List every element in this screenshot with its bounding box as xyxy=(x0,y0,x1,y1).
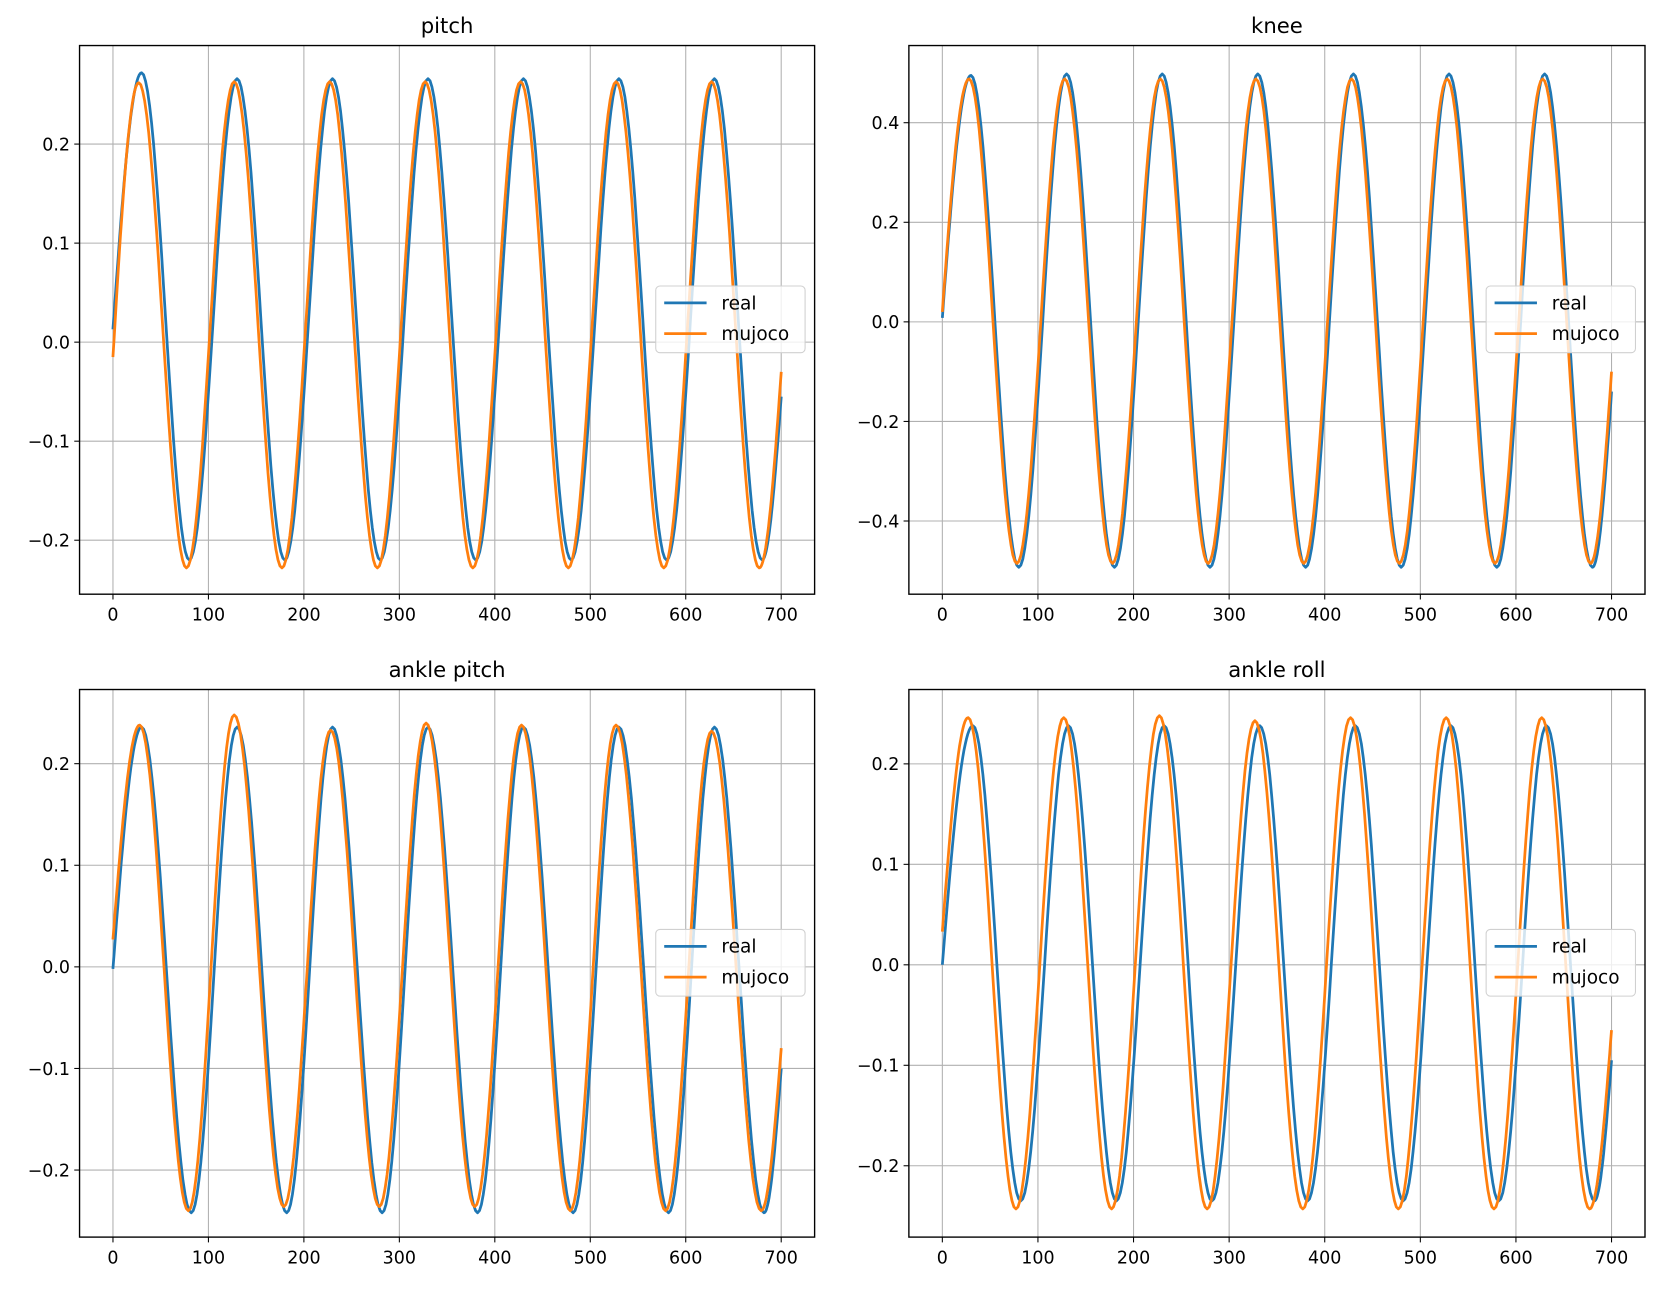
y-tick-label: −0.2 xyxy=(28,1161,70,1181)
x-tick-label: 400 xyxy=(478,606,511,626)
axes-frame xyxy=(908,44,1646,595)
legend: real mujoco xyxy=(1485,928,1636,997)
legend: real mujoco xyxy=(655,285,806,354)
x-tick-label: 600 xyxy=(1499,1249,1532,1269)
y-tick-label: 0.0 xyxy=(42,958,70,978)
y-tick-label: −0.1 xyxy=(857,1057,899,1077)
x-tick-label: 0 xyxy=(937,606,948,626)
legend: real mujoco xyxy=(1485,285,1636,354)
subplot-knee: 0 100 200 300 400 500 600 700 −0.4 −0.2 0.0 0.2 0.4 k… xyxy=(857,13,1646,626)
legend-label-mujoco: mujoco xyxy=(721,324,789,345)
y-tick-label: 0.1 xyxy=(42,234,70,254)
x-tick-label: 600 xyxy=(1499,606,1532,626)
y-tick-label: 0.2 xyxy=(872,214,900,234)
x-tick-label: 100 xyxy=(1021,1249,1054,1269)
subplot-title: ankle pitch xyxy=(389,657,506,682)
axes-frame xyxy=(78,44,816,595)
x-tick-label: 500 xyxy=(1404,1249,1437,1269)
x-tick-label: 0 xyxy=(107,606,118,626)
x-tick-label: 0 xyxy=(107,1249,118,1269)
x-tick-label: 100 xyxy=(192,606,225,626)
subplot-title: ankle roll xyxy=(1228,657,1325,682)
x-tick-label: 500 xyxy=(1404,606,1437,626)
legend-label-real: real xyxy=(721,293,756,314)
y-tick-label: 0.0 xyxy=(42,334,70,354)
legend-label-mujoco: mujoco xyxy=(1552,324,1620,345)
x-tick-label: 400 xyxy=(1308,1249,1341,1269)
y-tick-label: 0.2 xyxy=(42,135,70,155)
x-tick-label: 300 xyxy=(1212,606,1245,626)
y-tick-label: 0.1 xyxy=(872,856,900,876)
y-tick-label: −0.1 xyxy=(28,1060,70,1080)
axes-frame xyxy=(908,688,1646,1238)
subplot-ankle-roll: 0 100 200 300 400 500 600 700 −0.2 −0.1 0.0 0.1 0.2 a… xyxy=(857,657,1646,1269)
y-tick-label: 0.2 xyxy=(42,755,70,775)
legend-label-real: real xyxy=(1552,293,1587,314)
x-tick-label: 600 xyxy=(669,606,702,626)
y-tick-label: −0.2 xyxy=(28,532,70,552)
legend-label-real: real xyxy=(1552,937,1587,958)
x-tick-label: 200 xyxy=(1117,606,1150,626)
x-tick-label: 100 xyxy=(1021,606,1054,626)
x-tick-label: 600 xyxy=(669,1249,702,1269)
subplot-title: pitch xyxy=(421,13,474,38)
x-tick-label: 300 xyxy=(383,1249,416,1269)
x-tick-label: 200 xyxy=(287,606,320,626)
subplot-ankle-pitch: 0 100 200 300 400 500 600 700 −0.2 −0.1 0.0 0.1 0.2 a… xyxy=(28,657,816,1269)
x-tick-label: 400 xyxy=(1308,606,1341,626)
subplot-pitch: 0 100 200 300 400 500 600 700 −0.2 −0.1 0.0 0.1 0.2 p… xyxy=(28,13,816,626)
x-tick-label: 200 xyxy=(1117,1249,1150,1269)
legend-label-mujoco: mujoco xyxy=(721,967,789,988)
legend: real mujoco xyxy=(655,928,806,997)
x-tick-label: 100 xyxy=(192,1249,225,1269)
x-tick-label: 200 xyxy=(287,1249,320,1269)
axes-frame xyxy=(78,688,816,1238)
x-tick-label: 300 xyxy=(383,606,416,626)
y-tick-label: 0.4 xyxy=(872,114,900,134)
legend-label-mujoco: mujoco xyxy=(1552,967,1620,988)
y-tick-label: −0.4 xyxy=(857,512,899,532)
x-tick-label: 400 xyxy=(478,1249,511,1269)
x-tick-label: 700 xyxy=(765,606,798,626)
x-tick-label: 500 xyxy=(574,1249,607,1269)
y-tick-label: 0.0 xyxy=(872,313,900,333)
x-tick-label: 700 xyxy=(1595,606,1628,626)
subplot-title: knee xyxy=(1251,13,1303,38)
x-tick-label: 700 xyxy=(1595,1249,1628,1269)
x-tick-label: 0 xyxy=(937,1249,948,1269)
x-tick-label: 700 xyxy=(765,1249,798,1269)
y-tick-label: −0.2 xyxy=(857,413,899,433)
x-tick-label: 500 xyxy=(574,606,607,626)
x-tick-label: 300 xyxy=(1212,1249,1245,1269)
y-tick-label: 0.2 xyxy=(872,755,900,775)
legend-label-real: real xyxy=(721,937,756,958)
y-tick-label: −0.2 xyxy=(857,1157,899,1177)
y-tick-label: 0.0 xyxy=(872,956,900,976)
y-tick-label: −0.1 xyxy=(28,433,70,453)
y-tick-label: 0.1 xyxy=(42,857,70,877)
